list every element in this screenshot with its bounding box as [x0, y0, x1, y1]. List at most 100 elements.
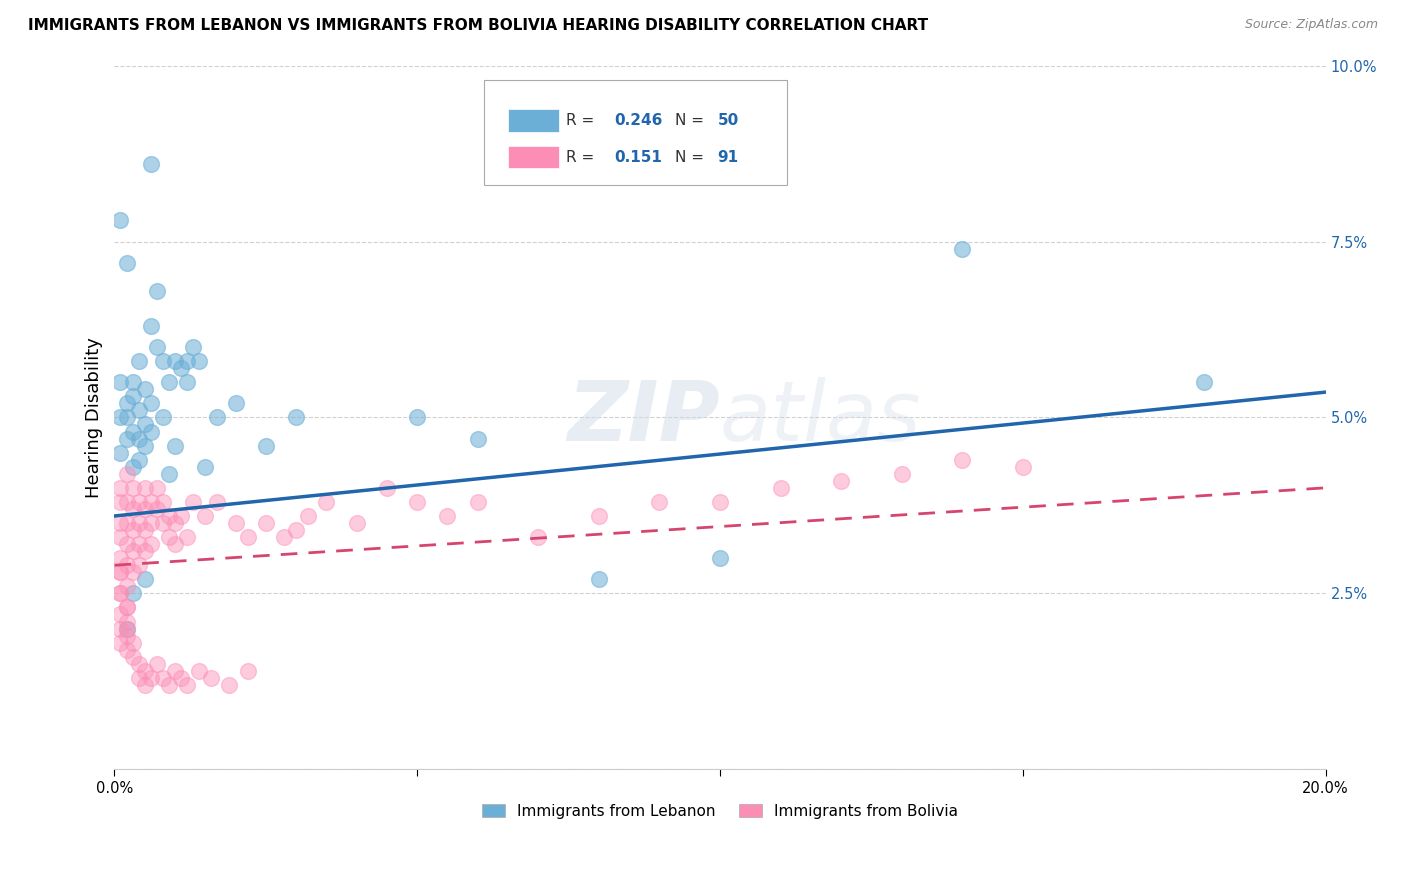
- Point: [115, 579, 138, 593]
- Point: [406, 495, 429, 509]
- FancyBboxPatch shape: [484, 79, 786, 186]
- Point: [121, 502, 143, 516]
- Point: [121, 544, 143, 558]
- Point: [254, 516, 277, 530]
- Point: [128, 657, 150, 671]
- Point: [110, 586, 132, 600]
- Text: 0.151: 0.151: [614, 150, 662, 165]
- Point: [128, 537, 150, 551]
- Point: [146, 502, 169, 516]
- Point: [115, 600, 138, 615]
- Point: [134, 382, 156, 396]
- Point: [163, 516, 186, 530]
- Text: 91: 91: [717, 150, 738, 165]
- Point: [115, 629, 138, 643]
- FancyBboxPatch shape: [508, 109, 560, 132]
- Point: [139, 671, 162, 685]
- Point: [146, 481, 169, 495]
- Point: [110, 607, 132, 622]
- Point: [110, 445, 132, 459]
- Point: [157, 376, 180, 390]
- Point: [134, 678, 156, 692]
- Text: IMMIGRANTS FROM LEBANON VS IMMIGRANTS FROM BOLIVIA HEARING DISABILITY CORRELATIO: IMMIGRANTS FROM LEBANON VS IMMIGRANTS FR…: [28, 18, 928, 33]
- Point: [170, 361, 193, 376]
- Point: [188, 354, 211, 368]
- Point: [115, 622, 138, 636]
- Point: [157, 467, 180, 481]
- Point: [110, 516, 132, 530]
- Point: [890, 467, 912, 481]
- Point: [128, 432, 150, 446]
- Point: [128, 495, 150, 509]
- Point: [110, 566, 132, 580]
- Point: [207, 495, 229, 509]
- Point: [163, 537, 186, 551]
- Point: [110, 481, 132, 495]
- Point: [121, 376, 143, 390]
- Point: [115, 642, 138, 657]
- Point: [121, 523, 143, 537]
- Point: [121, 586, 143, 600]
- Point: [115, 615, 138, 629]
- Point: [139, 495, 162, 509]
- Point: [139, 425, 162, 439]
- Point: [1194, 376, 1216, 390]
- Point: [375, 481, 398, 495]
- Point: [110, 213, 132, 227]
- Point: [128, 516, 150, 530]
- Point: [121, 389, 143, 403]
- Point: [950, 242, 973, 256]
- Point: [139, 318, 162, 333]
- Text: 50: 50: [717, 113, 738, 128]
- Point: [588, 508, 610, 523]
- Point: [110, 586, 132, 600]
- Point: [115, 467, 138, 481]
- Point: [218, 678, 240, 692]
- Point: [176, 678, 198, 692]
- Point: [436, 508, 458, 523]
- Point: [121, 566, 143, 580]
- Point: [527, 530, 550, 544]
- Point: [128, 558, 150, 573]
- Point: [121, 481, 143, 495]
- Point: [110, 635, 132, 649]
- Point: [588, 572, 610, 586]
- Point: [146, 284, 169, 298]
- Point: [134, 481, 156, 495]
- Point: [115, 537, 138, 551]
- Point: [134, 502, 156, 516]
- Text: R =: R =: [567, 150, 605, 165]
- Point: [254, 439, 277, 453]
- Point: [128, 403, 150, 417]
- Point: [115, 255, 138, 269]
- Point: [110, 376, 132, 390]
- Point: [146, 657, 169, 671]
- Point: [115, 516, 138, 530]
- Point: [110, 622, 132, 636]
- Point: [128, 452, 150, 467]
- Point: [128, 354, 150, 368]
- Point: [134, 523, 156, 537]
- Point: [200, 671, 222, 685]
- Point: [139, 516, 162, 530]
- Point: [406, 410, 429, 425]
- Point: [115, 600, 138, 615]
- Point: [121, 649, 143, 664]
- Point: [1011, 459, 1033, 474]
- Point: [194, 459, 217, 474]
- Text: ZIP: ZIP: [568, 377, 720, 458]
- Point: [152, 671, 174, 685]
- Point: [176, 354, 198, 368]
- Text: Source: ZipAtlas.com: Source: ZipAtlas.com: [1244, 18, 1378, 31]
- Point: [115, 410, 138, 425]
- Point: [110, 495, 132, 509]
- Point: [467, 432, 489, 446]
- Text: N =: N =: [675, 150, 714, 165]
- Point: [225, 516, 247, 530]
- Point: [170, 671, 193, 685]
- Point: [163, 354, 186, 368]
- Point: [115, 558, 138, 573]
- Text: N =: N =: [675, 113, 709, 128]
- Point: [181, 495, 204, 509]
- Point: [115, 432, 138, 446]
